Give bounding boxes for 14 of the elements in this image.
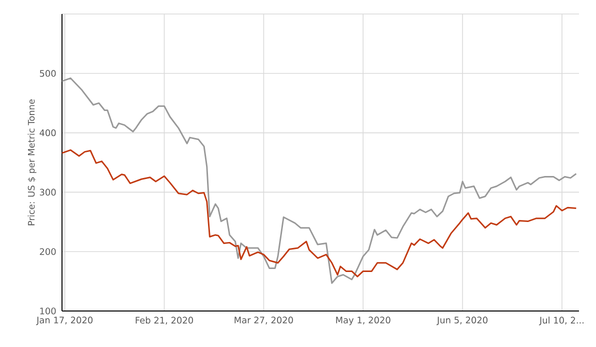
x-tick-label: Jul 10, 2... <box>538 316 584 326</box>
y-tick-label: 100 <box>40 308 56 314</box>
line-series <box>62 77 577 284</box>
line-series <box>62 149 577 278</box>
x-tick-label: May 1, 2020 <box>336 316 390 326</box>
y-tick-label: 300 <box>40 188 56 196</box>
y-tick-label: 500 <box>40 70 56 77</box>
y-tick-label: 200 <box>40 248 56 255</box>
x-tick-label: Jan 17, 2020 <box>36 316 93 326</box>
x-tick-label: Jun 5, 2020 <box>436 316 488 326</box>
x-tick-label: Feb 21, 2020 <box>136 316 193 325</box>
y-tick-label: 400 <box>40 129 56 136</box>
x-tick-label: Mar 27, 2020 <box>234 316 293 324</box>
y-axis-title: Price: US $ per Metric Tonne <box>28 99 36 226</box>
